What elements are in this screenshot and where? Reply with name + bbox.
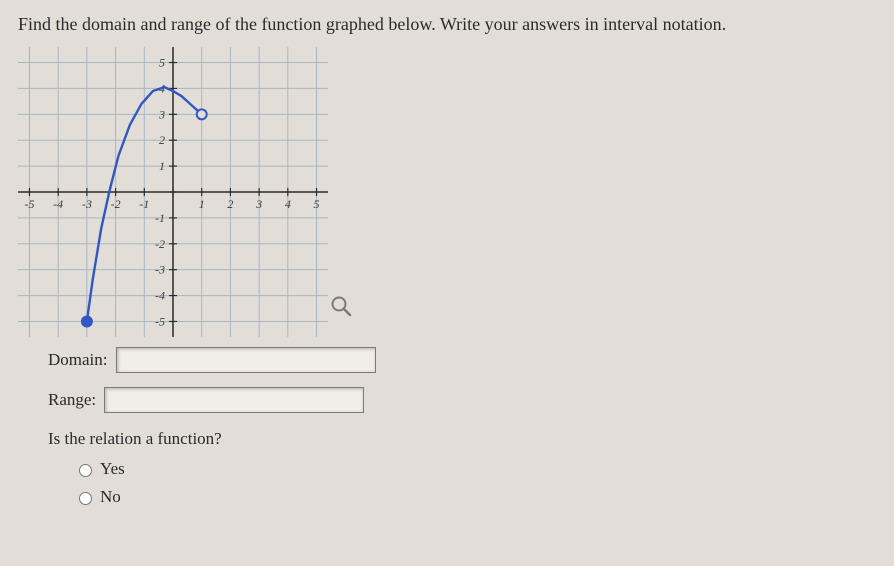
- svg-text:3: 3: [158, 107, 165, 121]
- svg-text:1: 1: [199, 197, 205, 211]
- svg-text:5: 5: [314, 197, 320, 211]
- svg-text:2: 2: [227, 197, 233, 211]
- svg-text:-4: -4: [53, 197, 63, 211]
- radio-no-label: No: [100, 487, 121, 507]
- function-graph: -5-4-3-2-112345-5-4-3-2-112345: [18, 47, 328, 337]
- radio-yes[interactable]: [79, 464, 92, 477]
- domain-input[interactable]: [116, 347, 376, 373]
- svg-text:1: 1: [159, 159, 165, 173]
- svg-text:-3: -3: [82, 197, 92, 211]
- range-label: Range:: [48, 390, 96, 410]
- svg-text:4: 4: [285, 197, 291, 211]
- svg-text:-3: -3: [155, 263, 165, 277]
- svg-text:-2: -2: [155, 237, 165, 251]
- svg-text:5: 5: [159, 56, 165, 70]
- svg-text:-1: -1: [139, 197, 149, 211]
- svg-text:-5: -5: [155, 314, 165, 328]
- svg-text:2: 2: [159, 133, 165, 147]
- svg-text:-5: -5: [24, 197, 34, 211]
- question-prompt: Find the domain and range of the functio…: [18, 14, 876, 35]
- answer-form: Domain: Range: Is the relation a functio…: [48, 347, 876, 507]
- svg-text:3: 3: [255, 197, 262, 211]
- radio-no[interactable]: [79, 492, 92, 505]
- radio-yes-label: Yes: [100, 459, 125, 479]
- svg-text:-1: -1: [155, 211, 165, 225]
- domain-label: Domain:: [48, 350, 108, 370]
- svg-text:-4: -4: [155, 289, 165, 303]
- magnifier-icon[interactable]: [330, 295, 352, 317]
- function-question: Is the relation a function?: [48, 429, 876, 449]
- range-input[interactable]: [104, 387, 364, 413]
- svg-text:-2: -2: [111, 197, 121, 211]
- graph-container: -5-4-3-2-112345-5-4-3-2-112345: [18, 47, 358, 337]
